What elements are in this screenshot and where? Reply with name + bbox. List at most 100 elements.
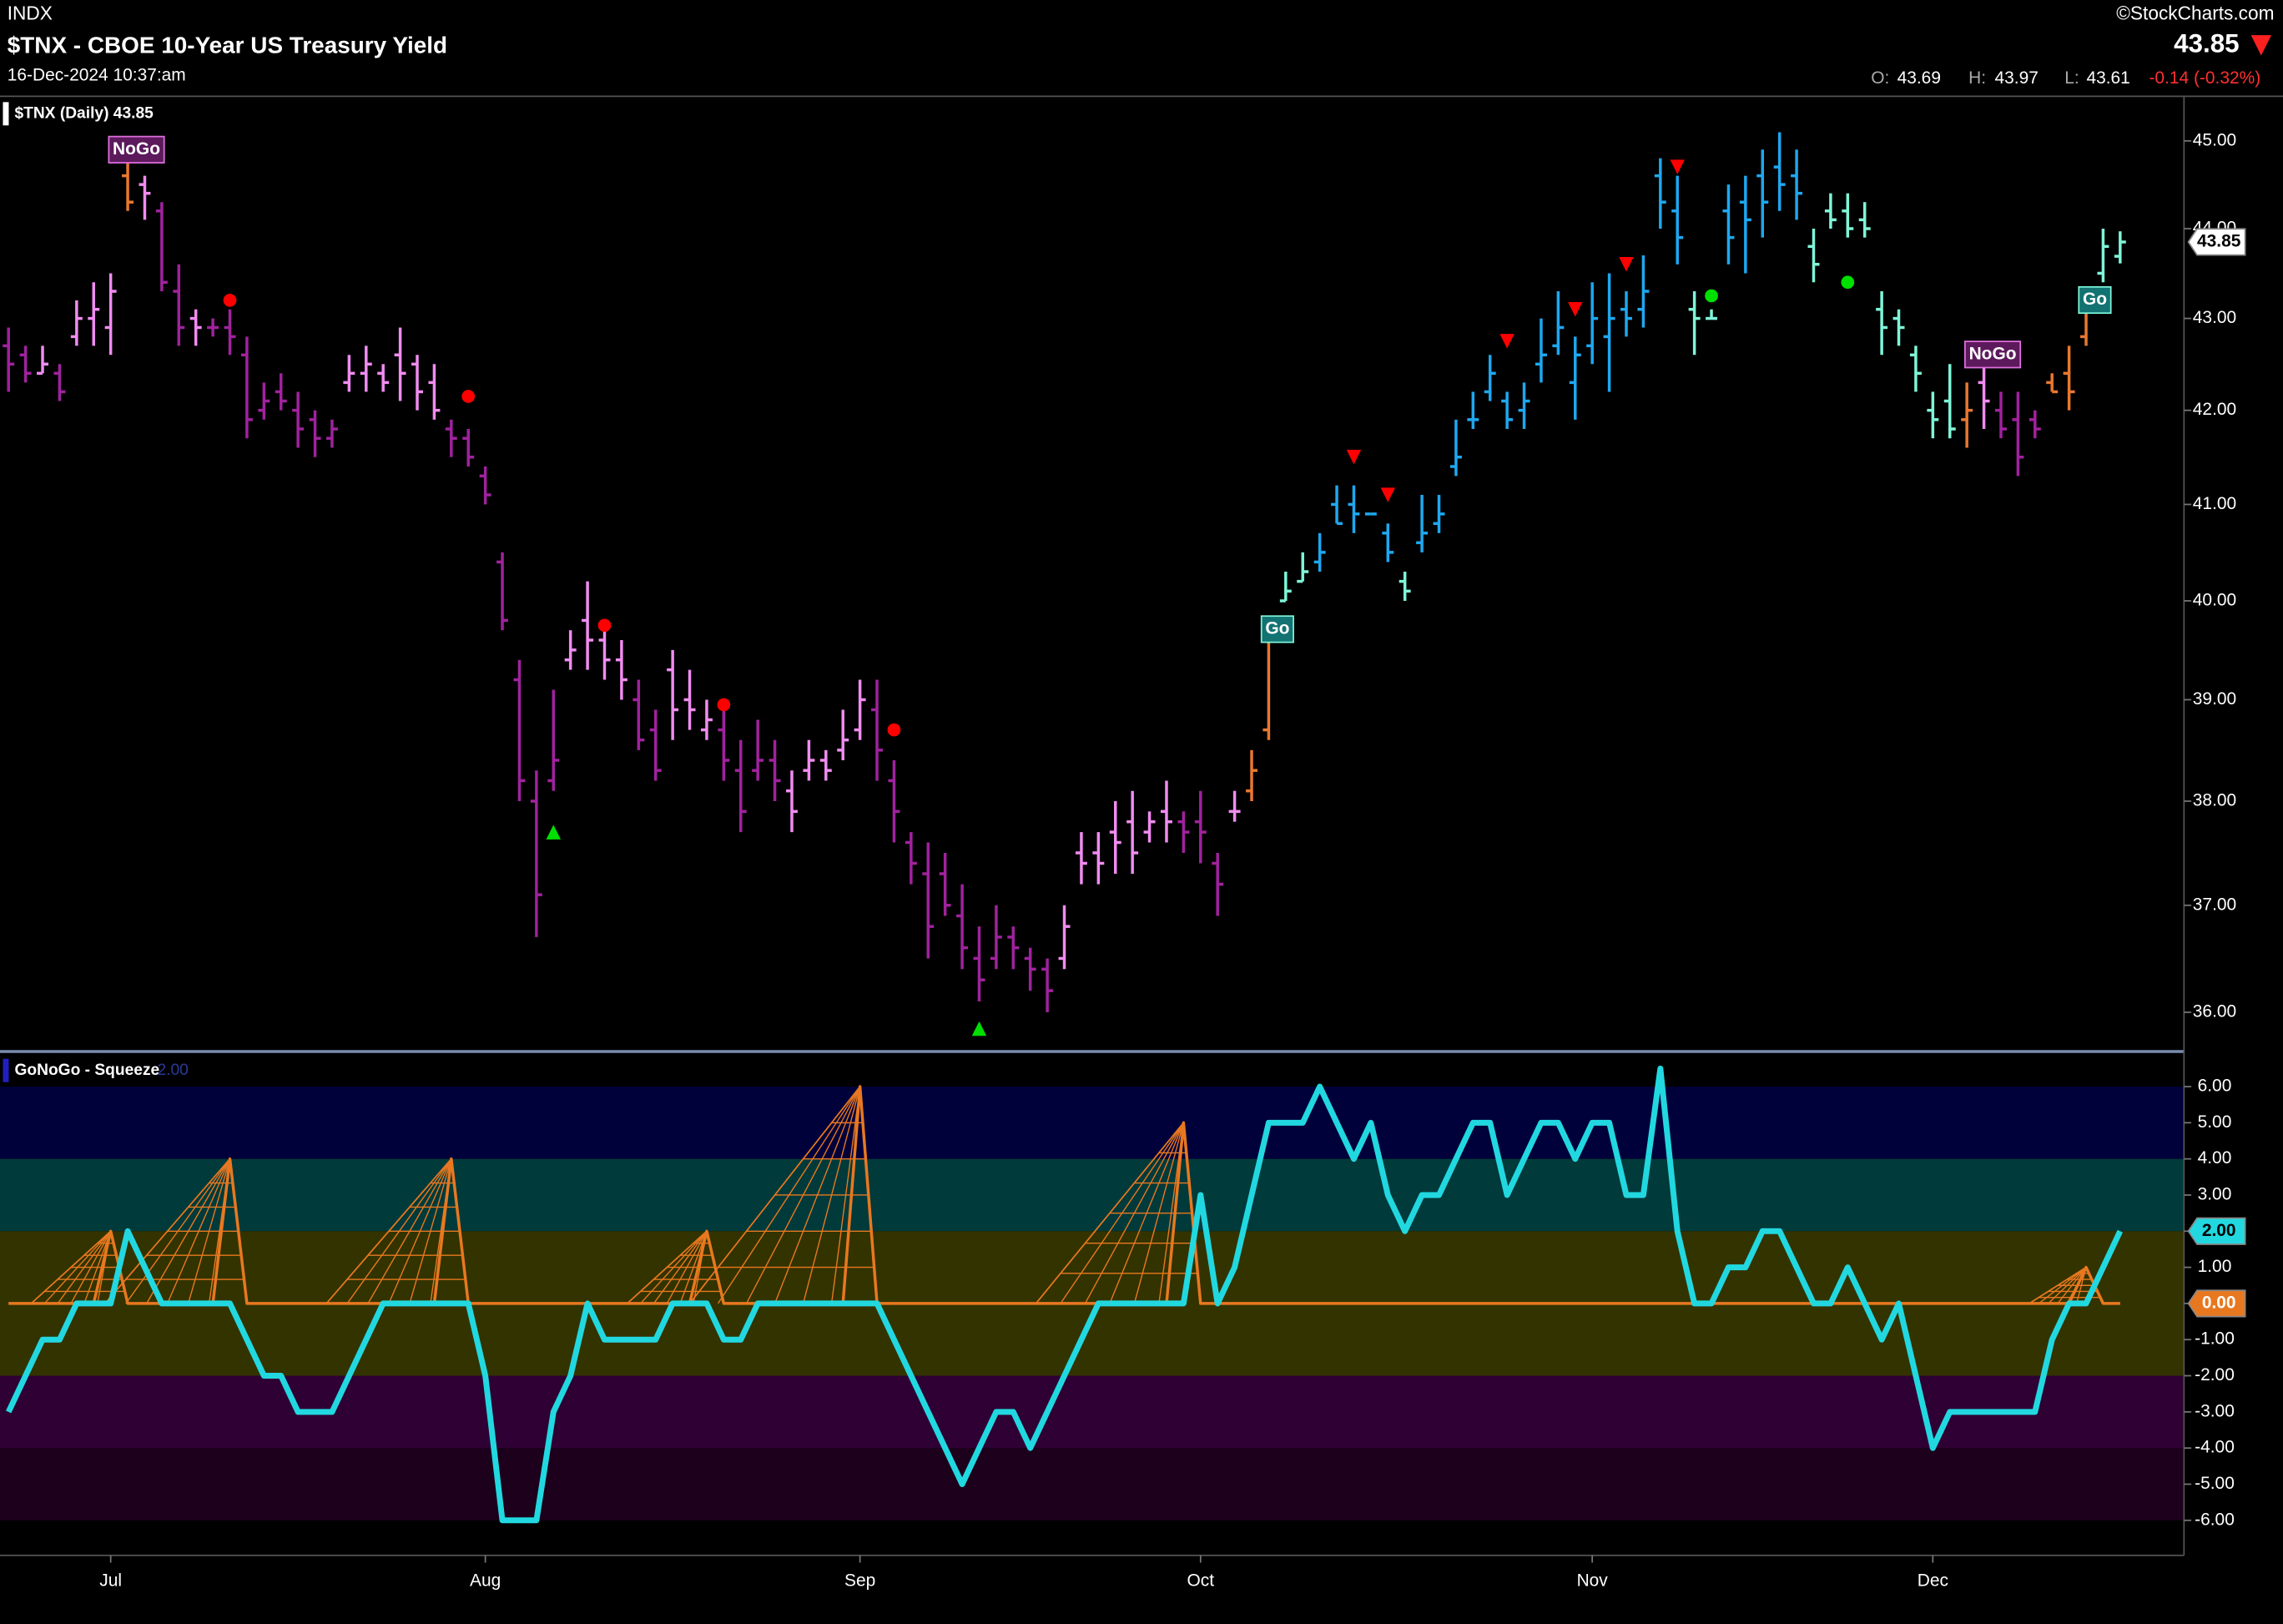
signal-dot [461,390,476,403]
ohlc-bar [1858,202,1871,238]
ohlc-bar [1246,749,1257,802]
y-tick-label: 38.00 [2193,791,2236,810]
ohlc-bar [1109,801,1121,875]
ohlc-bar [667,649,679,740]
y-tick-label: -2.00 [2195,1365,2235,1384]
x-tick-label: Aug [470,1571,501,1591]
ohlc-bar [1688,291,1701,356]
copyright: ©StockCharts.com [2116,3,2274,24]
signal-label-box [2078,285,2112,315]
signal-down [1499,334,1514,349]
ohlc-bar [428,364,441,420]
y-tick-label: 37.00 [2193,895,2236,914]
band [0,1375,2185,1449]
ohlc-bar [1297,552,1309,583]
ohlc-bar [615,640,627,700]
ohlc-bar [564,630,577,670]
ohlc-bar [2028,410,2041,439]
ohlc-bar [1739,175,1751,274]
x-tick-label: Dec [1918,1571,1948,1591]
ohlc-bar [752,719,764,781]
ohlc-bar [1637,255,1650,328]
legend-marker [3,1058,9,1082]
ohlc-bar [769,739,781,802]
y-tick-label: 1.00 [2198,1257,2232,1276]
last-price-label: 43.85 [2197,232,2241,251]
signal-dot [1841,275,1855,290]
ohlc-bar [1177,811,1190,853]
ohlc-bar [1024,947,1036,991]
signal-dot [223,294,237,307]
ohlc-bar [1399,572,1411,601]
squeeze-value-label: 0.00 [2202,1293,2236,1312]
y-tick-label: -3.00 [2195,1401,2235,1420]
ohlc-bar [2114,231,2126,264]
ohlc-bar [1961,382,1973,448]
y-tick-label: 5.00 [2198,1112,2232,1132]
ohlc-bar [1603,273,1615,392]
open-value: 43.69 [1897,68,1941,88]
ohlc-bar [411,355,423,411]
ohlc-bar [1212,852,1224,916]
ohlc-bar [1041,958,1054,1013]
signal-down [1568,301,1583,317]
ohlc-bar [1228,790,1241,822]
x-tick-label: Jul [99,1571,122,1591]
ohlc-bar [803,739,815,781]
y-tick-label: 42.00 [2193,400,2236,419]
y-tick-label: 4.00 [2198,1148,2232,1168]
ohlc-bar [973,926,985,1002]
ohlc-bar [1501,391,1514,430]
ohlc-bar [1092,832,1105,885]
ohlc-bar [224,309,236,356]
ohlc-bar [343,355,355,392]
ohlc-bar [1994,391,2007,439]
band [0,1448,2185,1521]
ohlc-bar [1313,532,1326,572]
ohlc-bar [1773,132,1786,211]
oscillator-legend-value: 2.00 [157,1062,188,1079]
ohlc-bar [1194,790,1207,864]
x-tick-label: Sep [844,1571,875,1591]
ohlc-bar [19,345,32,383]
ohlc-bar [1892,309,1905,346]
ohlc-bar [258,382,270,420]
ohlc-bar [88,282,100,346]
title: $TNX - CBOE 10-Year US Treasury Yield [8,32,447,58]
ohlc-bar [854,679,866,740]
signal-dot [717,698,731,712]
ohlc-bar [155,202,168,292]
ohlc-bar [240,336,253,439]
ohlc-bar [2097,228,2109,283]
low-value: 43.61 [2086,68,2129,88]
ohlc-bar [1075,832,1087,885]
ohlc-bar [1467,391,1479,430]
signal-dot [887,723,901,737]
squeeze-value-label-box [2187,1289,2246,1318]
ohlc-bar [207,318,219,337]
price-legend: $TNX (Daily) 43.85 [14,104,154,122]
oscillator-legend: GoNoGo - Squeeze [14,1062,159,1079]
ohlc-bar [1791,149,1803,220]
ohlc-bar [37,345,49,376]
signal-up [546,825,561,840]
ohlc-bar [1756,149,1769,238]
ohlc-bar [2012,391,2024,477]
ohlc-bar [1416,495,1429,552]
ohlc-bar [718,709,730,781]
ohlc-bar [496,552,509,631]
ohlc-bar [3,327,15,392]
y-tick-label: 3.00 [2198,1185,2232,1204]
y-tick-label: 39.00 [2193,689,2236,709]
legend-marker [3,102,9,126]
ohlc-bar [1722,184,1735,265]
signal-up [971,1021,987,1036]
ohlc-bar [1807,228,1820,283]
ohlc-bar [1706,309,1718,320]
signal-label: Go [1265,618,1289,638]
ohlc-bar [547,689,560,791]
ohlc-bar [1382,523,1394,562]
open-label: O: [1871,68,1889,88]
squeeze-line [8,1085,2120,1305]
ohlc-bar [1433,495,1445,533]
